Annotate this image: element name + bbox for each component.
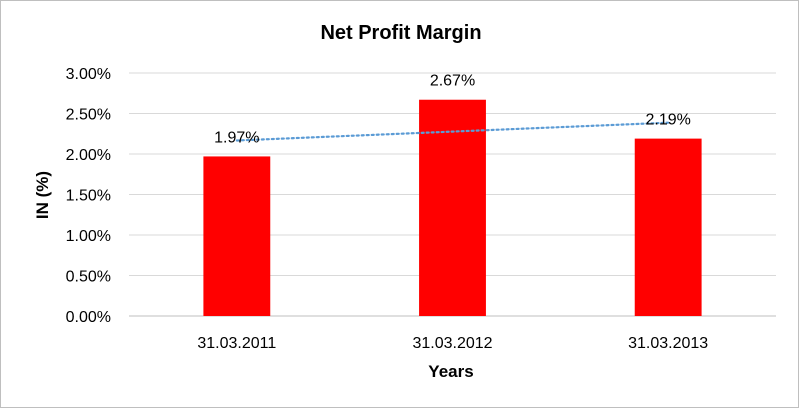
x-tick-label: 31.03.2012 (412, 335, 492, 352)
y-tick-label: 1.00% (66, 228, 111, 245)
bar (634, 138, 702, 316)
bars (203, 99, 702, 316)
x-axis-tick-labels: 31.03.2011 31.03.2012 31.03.2013 (197, 335, 708, 352)
y-tick-label: 3.00% (66, 66, 111, 83)
x-tick-label: 31.03.2013 (628, 335, 708, 352)
y-tick-label: 0.50% (66, 269, 111, 286)
data-label: 2.19% (645, 112, 690, 129)
x-tick-label: 31.03.2011 (197, 335, 276, 352)
y-axis-tick-labels: 0.00% 0.50% 1.00% 1.50% 2.00% 2.50% 3.00% (66, 66, 111, 326)
y-tick-label: 1.50% (66, 188, 111, 205)
chart-title: Net Profit Margin (320, 22, 481, 44)
y-axis-title: IN (%) (33, 171, 52, 219)
trendline-group (235, 121, 670, 142)
bar (203, 156, 271, 316)
data-label: 1.97% (214, 129, 259, 146)
y-tick-label: 0.00% (66, 309, 111, 326)
trendline (235, 121, 670, 142)
x-axis-title: Years (428, 362, 473, 381)
y-tick-label: 2.00% (66, 147, 111, 164)
y-tick-label: 2.50% (66, 107, 111, 124)
data-label: 2.67% (430, 73, 475, 90)
data-labels: 1.97% 2.67% 2.19% (214, 73, 691, 147)
bar (419, 99, 486, 316)
